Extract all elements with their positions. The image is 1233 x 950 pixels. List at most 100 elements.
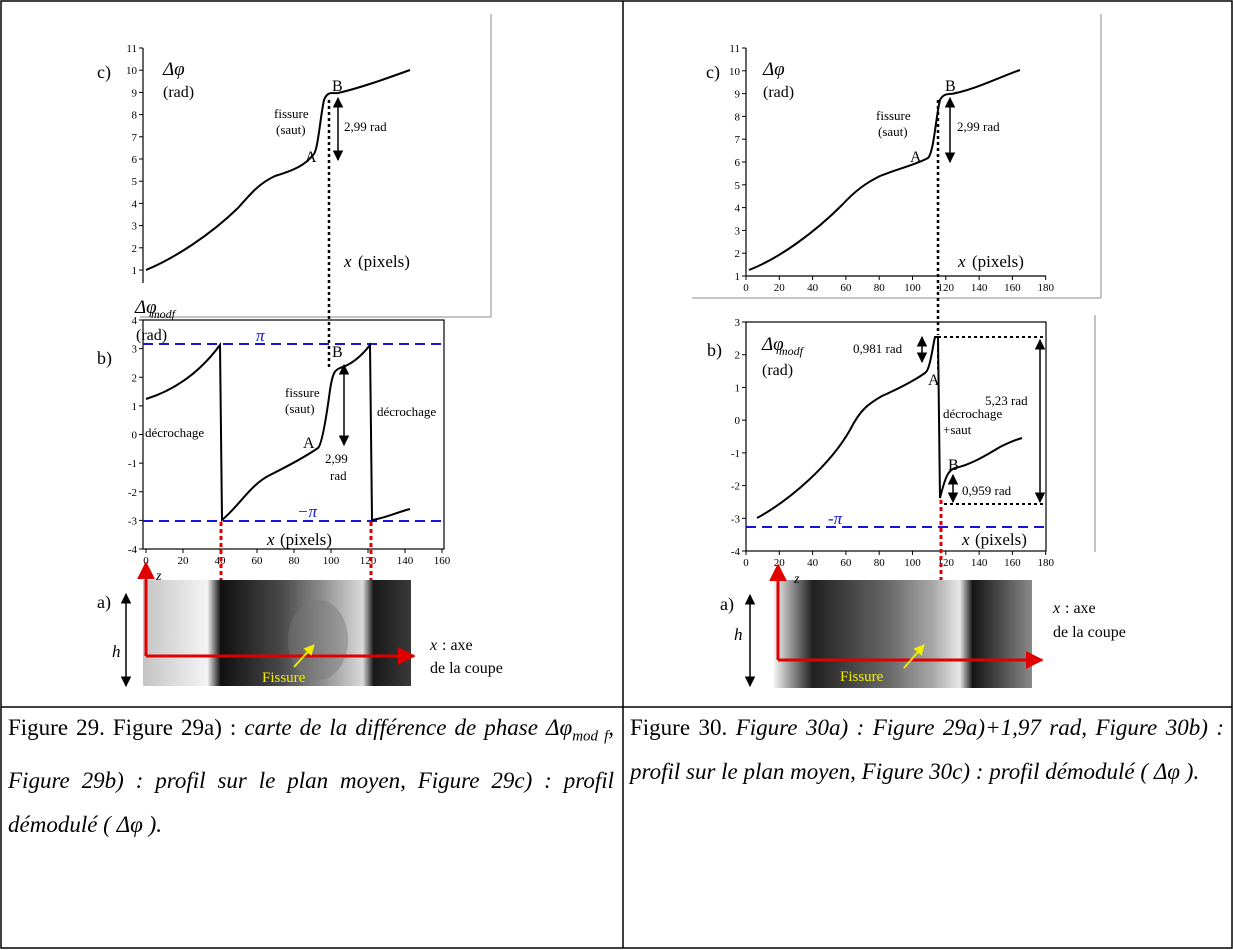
fig30-b-dotted-bracket: [937, 336, 1046, 505]
fig29-b-curve: [145, 342, 411, 523]
fig30-c-x-tick-label: 100: [904, 282, 921, 294]
fig30-c-x-tick-label: 40: [807, 282, 819, 294]
fig30-c-yunit: (rad): [763, 84, 794, 101]
fig30-b-y-tick-label: 3: [735, 317, 741, 329]
fig29-c-ylabel: Δφ: [162, 59, 185, 80]
fig30-b-y-tick-label: -3: [731, 513, 741, 525]
fig30-b-x-tick-label: 160: [1004, 557, 1021, 569]
fig30-b-yunit: (rad): [762, 362, 793, 379]
fig30-c-y-tick-label: 1: [735, 271, 741, 283]
fig30-c-x-tick-label: 80: [874, 282, 886, 294]
fig30-c-y-tick-label: 7: [735, 134, 741, 146]
fig30-c-y-tick-label: 11: [729, 43, 740, 55]
fig30-a-x-var: x: [1052, 600, 1060, 617]
fig29-b-x-tick-label: 80: [289, 555, 301, 567]
fig29-b-point-A: A: [303, 435, 315, 452]
fig29-b-decrochage-left: décrochage: [145, 425, 204, 440]
fig30-a-panel-label: a): [720, 594, 734, 615]
fig30-c-xaxis: 0 20 40 60 80 100 120 140 160 180: [743, 276, 1054, 294]
fig29-b-y-tick-label: 0: [132, 430, 138, 442]
fig29-b-pi: π: [256, 326, 265, 345]
fig30-a-fissure: Fissure: [840, 669, 884, 685]
fig29-b-y-tick-label: -2: [128, 487, 137, 499]
fig29-b-xlabel-unit: (pixels): [280, 530, 332, 549]
fig29-c-y-tick-label: 9: [132, 87, 138, 99]
fig29-b-panel-label: b): [97, 348, 112, 369]
fig30-c-y-tick-label: 5: [735, 180, 741, 192]
fig30-b-xaxis: 0 20 40 60 80 100 120 140 160 180: [743, 551, 1054, 569]
fig30-b-decrochage-2: +saut: [943, 422, 972, 437]
fig30-caption-symbol: Δφ: [1153, 759, 1181, 784]
fig30-b-y-tick-label: 0: [735, 415, 741, 427]
fig30-b-x-tick-label: 60: [840, 557, 852, 569]
fig29-c-saut: (saut): [276, 122, 306, 137]
fig29-c-y-tick-label: 4: [132, 198, 138, 210]
fig30-c-y-tick-label: 10: [729, 66, 741, 78]
fig30-b-d3: 0,959 rad: [962, 483, 1012, 498]
fig30-b-x-tick-label: 80: [874, 557, 886, 569]
fig29-b-decrochage-right: décrochage: [377, 404, 436, 419]
fig29-c-curve: [145, 69, 411, 271]
fig29-a-panel-label: a): [97, 592, 111, 613]
fig30-b-x-tick-label: 20: [774, 557, 786, 569]
fig29-b-yunit: (rad): [136, 327, 167, 344]
fig29-b-y-tick-label: 3: [132, 344, 138, 356]
fig30-c-curve: [748, 69, 1021, 271]
fig29-c-plot: 11 10 9 8 7 6 5 4 3 2 1 c) Δφ (rad) B A fissure (s…: [97, 14, 492, 318]
fig30-c-x-tick-label: 60: [840, 282, 852, 294]
fig29-c-yaxis: 11 10 9 8 7 6 5 4 3 2 1: [126, 43, 143, 277]
fig30-b-y-tick-label: -1: [731, 448, 740, 460]
fig29-a-x-coupe: de la coupe: [430, 660, 503, 677]
fig30-c-point-B: B: [945, 78, 956, 95]
fig29-caption-text-1: carte de la différence de phase: [244, 715, 546, 740]
fig30-c-panel-label: c): [706, 62, 720, 83]
fig29-caption-symbol-2: Δφ: [116, 811, 143, 837]
fig30-b-xlabel-var: x: [961, 530, 970, 549]
fig30-c-x-tick-label: 160: [1004, 282, 1021, 294]
fig30-c-x-tick-label: 140: [971, 282, 988, 294]
fig30-b-yaxis: 3 2 1 0 -1 -2 -3 -4: [731, 317, 746, 558]
fig30-c-y-tick-label: 9: [735, 89, 741, 101]
fig30-b-ylabel: Δφ: [761, 334, 784, 355]
fig29-b-jump-1: 2,99: [325, 451, 348, 466]
fig29-c-yunit: (rad): [163, 84, 194, 101]
fig30-caption-text-1: Figure 30a) : Figure 29a)+1,97 rad, Figu…: [630, 715, 1224, 784]
fig30-b-x-tick-label: 140: [971, 557, 988, 569]
fig29-b-x-tick-label: 120: [360, 555, 377, 567]
fig29-b-y-tick-label: 1: [132, 401, 138, 413]
fig30-caption-lead: Figure 30.: [630, 715, 736, 740]
fig30-c-y-tick-label: 2: [735, 248, 741, 260]
fig29-c-y-tick-label: 2: [132, 243, 138, 255]
fig29-a-h: h: [112, 642, 121, 661]
fig30-a-z: z: [793, 572, 800, 587]
fig29-a-fissure-arrow: [293, 644, 315, 668]
fig30-c-fissure: fissure: [876, 108, 911, 123]
fig30-a-x-coupe: de la coupe: [1053, 624, 1126, 641]
fig29-b-x-tick-label: 100: [323, 555, 340, 567]
fig29-b-minus-pi: −π: [297, 502, 317, 521]
fig29-c-point-A: A: [305, 149, 317, 166]
fig30-b-curve: [756, 336, 1023, 519]
fig29-b-jump-2: rad: [330, 468, 347, 483]
fig30-b-y-tick-label: 2: [735, 350, 741, 362]
fig29-b-x-tick-label: 140: [397, 555, 414, 567]
fig29-c-panel-label: c): [97, 62, 111, 83]
fig29-a-fissure: Fissure: [262, 670, 306, 686]
fig30-b-y-tick-label: -4: [731, 546, 741, 558]
fig30-c-x-tick-label: 20: [774, 282, 786, 294]
fig29-b-x-tick-label: 20: [178, 555, 190, 567]
fig30-c-xlabel-unit: (pixels): [972, 252, 1024, 271]
fig30-c-jump-label: 2,99 rad: [957, 119, 1000, 134]
fig30-b-d2: 5,23 rad: [985, 393, 1028, 408]
fig29-c-xlabel-unit: (pixels): [358, 252, 410, 271]
fig30-b-y-tick-label: -2: [731, 481, 740, 493]
fig30-b-panel-label: b): [707, 340, 722, 361]
fig29-b-saut: (saut): [285, 401, 315, 416]
fig29-b-ylabel-sub: modf: [151, 307, 177, 321]
fig29-c-y-tick-label: 5: [132, 176, 138, 188]
fig29-a-z: z: [155, 569, 162, 584]
fig29-c-point-B: B: [332, 78, 343, 95]
fig30-b-ylabel-sub: modf: [779, 344, 805, 358]
